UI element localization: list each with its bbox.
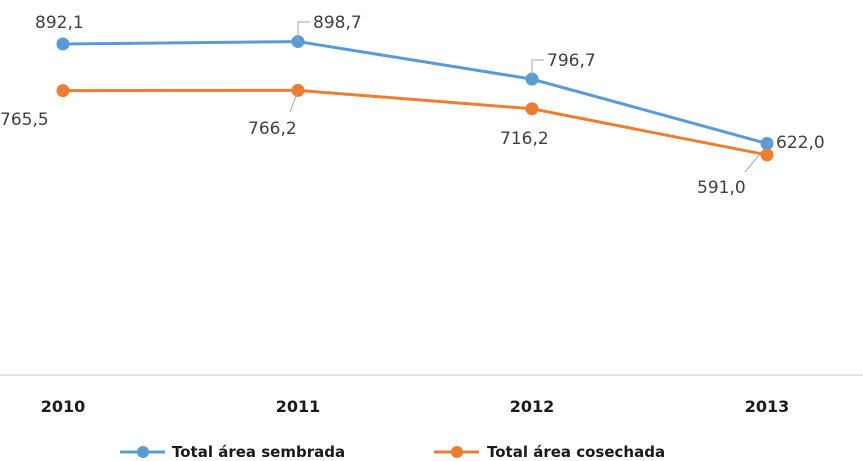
series-line-cosechada: [62, 88, 768, 157]
data-label-cosechada-2013: 591,0: [697, 178, 746, 198]
legend: Total área sembrada Total área cosechada: [120, 443, 665, 461]
x-tick-label-2011: 2011: [276, 397, 321, 416]
data-label-sembrada-2010: 892,1: [35, 13, 84, 33]
legend-label-sembrada: Total área sembrada: [172, 443, 345, 461]
data-label-sembrada-2012: 796,7: [547, 51, 596, 71]
series-line-sembrada: [62, 40, 768, 145]
label-leader-lines: [289, 21, 772, 173]
data-point-sembrada-2010: [56, 37, 70, 51]
data-label-cosechada-2010: 765,5: [0, 110, 49, 130]
legend-item-cosechada: Total área cosechada: [434, 443, 665, 461]
data-labels: 892,1 898,7 796,7 622,0 765,5 766,2 716,…: [0, 13, 825, 198]
data-label-sembrada-2011: 898,7: [313, 13, 362, 33]
legend-label-cosechada: Total área cosechada: [487, 443, 665, 461]
data-point-sembrada-2011: [291, 35, 305, 49]
legend-item-sembrada: Total área sembrada: [120, 443, 345, 461]
leader-line-cosechada-2011: [289, 90, 299, 113]
x-axis-tick-labels: 2010 2011 2012 2013: [41, 397, 790, 416]
leader-line-sembrada-2011: [297, 21, 310, 41]
data-point-sembrada-2013: [760, 136, 774, 150]
data-label-sembrada-2013: 622,0: [776, 133, 825, 153]
legend-marker-sembrada: [137, 446, 149, 458]
data-point-sembrada-2012: [525, 72, 539, 86]
leader-line-cosechada-2013: [744, 153, 761, 173]
x-tick-label-2010: 2010: [41, 397, 86, 416]
series-layer: [56, 35, 774, 162]
data-label-cosechada-2012: 716,2: [500, 129, 549, 149]
data-label-cosechada-2011: 766,2: [248, 119, 297, 139]
x-tick-label-2013: 2013: [745, 397, 790, 416]
data-point-cosechada-2011: [291, 83, 305, 97]
x-tick-label-2012: 2012: [510, 397, 555, 416]
data-point-cosechada-2013: [760, 148, 774, 162]
leader-line-sembrada-2012: [531, 59, 544, 77]
data-point-cosechada-2012: [525, 102, 539, 116]
legend-marker-cosechada: [451, 446, 463, 458]
data-point-cosechada-2010: [56, 84, 70, 98]
